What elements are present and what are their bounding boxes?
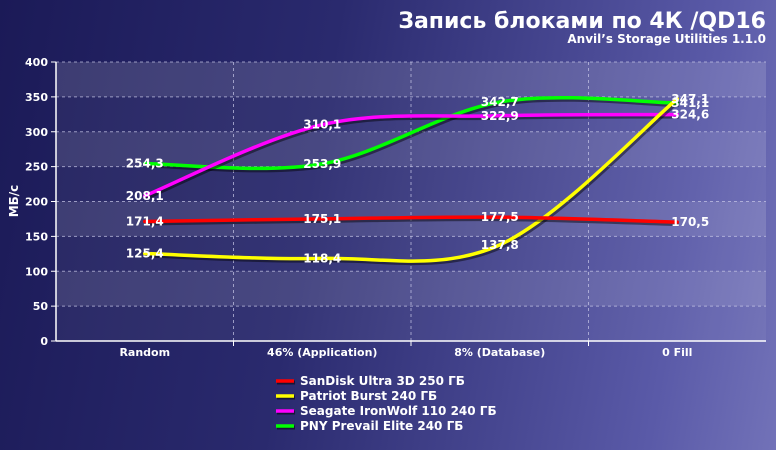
x-tick-label: Random [119,346,170,359]
y-axis-label: МБ/с [7,185,21,218]
data-label: 137,8 [481,238,519,252]
data-label: 208,1 [126,189,164,203]
data-label: 175,1 [303,212,341,226]
legend-label: Seagate IronWolf 110 240 ГБ [300,404,497,418]
data-label: 254,3 [126,157,164,171]
grid-band [56,306,766,341]
y-tick-label: 400 [25,56,48,69]
x-tick-label: 8% (Database) [454,346,545,359]
series-line-shadow [146,97,679,173]
data-label: 322,9 [481,109,519,123]
x-tick-label: 46% (Application) [267,346,377,359]
y-tick-label: 0 [40,335,48,348]
legend-label: SanDisk Ultra 3D 250 ГБ [300,374,465,388]
data-label: 310,1 [303,118,341,132]
y-tick-label: 300 [25,126,48,139]
y-tick-label: 200 [25,196,48,209]
series-line [143,215,679,224]
grid-band [56,62,766,97]
series-line [143,112,679,198]
plot-area: 0 50 100 150 200 250 300 350 400 Random 46% (Appli… [25,56,766,359]
series-line [143,95,679,171]
data-label: 324,6 [671,108,709,122]
data-label: 177,5 [481,210,519,224]
data-label: 342,7 [481,95,519,109]
grid-band [56,271,766,307]
x-tick-label: 0 Fill [662,346,692,359]
y-tick-label: 50 [33,300,49,313]
data-label: 347,1 [671,92,709,106]
series-line-shadow [146,99,681,266]
data-label: 253,9 [303,157,341,171]
data-label: 118,4 [303,251,341,265]
series-line-shadow [145,114,679,200]
chart-subtitle: Anvil’s Storage Utilities 1.1.0 [567,32,766,46]
chart-title: Запись блоками по 4К /QD16 [398,9,766,34]
legend-label: Patriot Burst 240 ГБ [300,389,437,403]
y-tick-label: 100 [25,265,48,278]
data-label: 125,4 [126,247,164,261]
data-label: 170,5 [671,215,709,229]
data-label: 171,4 [126,214,164,228]
series-line [143,97,679,263]
y-tick-label: 150 [25,230,48,243]
y-tick-label: 250 [25,161,48,174]
series-line-shadow [146,217,679,227]
legend-label: PNY Prevail Elite 240 ГБ [300,419,463,433]
y-tick-label: 350 [25,91,48,104]
data-label: 341,1 [671,96,709,110]
